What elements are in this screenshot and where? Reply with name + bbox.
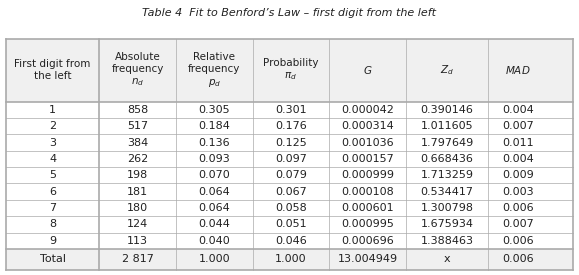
Text: Total: Total <box>39 254 65 264</box>
Text: 1.011605: 1.011605 <box>421 121 473 131</box>
Text: 0.097: 0.097 <box>275 154 307 164</box>
Text: 262: 262 <box>127 154 148 164</box>
Text: 198: 198 <box>127 170 148 180</box>
Text: 0.000157: 0.000157 <box>341 154 394 164</box>
Text: 13.004949: 13.004949 <box>338 254 398 264</box>
Text: 0.004: 0.004 <box>502 105 534 115</box>
Text: 0.079: 0.079 <box>275 170 307 180</box>
Text: 0.006: 0.006 <box>502 254 534 264</box>
Text: 0.003: 0.003 <box>502 187 534 197</box>
Text: 0.064: 0.064 <box>199 187 230 197</box>
Text: Absolute
frequency
$n_d$: Absolute frequency $n_d$ <box>112 52 164 89</box>
Text: 0.007: 0.007 <box>502 121 534 131</box>
Text: $G$: $G$ <box>363 64 372 76</box>
Text: 1.675934: 1.675934 <box>420 219 474 229</box>
Text: 0.136: 0.136 <box>199 138 230 148</box>
Text: 0.390146: 0.390146 <box>420 105 474 115</box>
Text: 9: 9 <box>49 236 56 246</box>
Text: Table 4  Fit to Benford’s Law – first digit from the left: Table 4 Fit to Benford’s Law – first dig… <box>142 8 437 18</box>
FancyBboxPatch shape <box>6 39 573 102</box>
Text: 0.040: 0.040 <box>199 236 230 246</box>
Text: x: x <box>444 254 450 264</box>
Text: 1: 1 <box>49 105 56 115</box>
Text: 0.093: 0.093 <box>199 154 230 164</box>
Text: 1.000: 1.000 <box>199 254 230 264</box>
Text: 0.305: 0.305 <box>199 105 230 115</box>
Text: 0.009: 0.009 <box>502 170 534 180</box>
Text: 0.046: 0.046 <box>275 236 307 246</box>
Text: Probability
$\pi_d$: Probability $\pi_d$ <box>263 58 318 82</box>
Text: 0.176: 0.176 <box>275 121 307 131</box>
Text: 0.007: 0.007 <box>502 219 534 229</box>
Text: 0.000108: 0.000108 <box>341 187 394 197</box>
Text: 1.713259: 1.713259 <box>420 170 474 180</box>
Text: 0.000995: 0.000995 <box>341 219 394 229</box>
Text: Relative
frequency
$p_d$: Relative frequency $p_d$ <box>188 52 240 89</box>
Text: 0.000696: 0.000696 <box>341 236 394 246</box>
Text: 1.300798: 1.300798 <box>420 203 474 213</box>
Text: 0.011: 0.011 <box>502 138 534 148</box>
Text: 0.184: 0.184 <box>199 121 230 131</box>
Text: 2: 2 <box>49 121 56 131</box>
Text: 1.000: 1.000 <box>275 254 307 264</box>
Text: 3: 3 <box>49 138 56 148</box>
Text: 0.534417: 0.534417 <box>420 187 474 197</box>
Text: $Z_d$: $Z_d$ <box>440 63 454 77</box>
Text: 1.388463: 1.388463 <box>420 236 474 246</box>
Text: 0.000314: 0.000314 <box>341 121 394 131</box>
Text: 4: 4 <box>49 154 56 164</box>
Text: 7: 7 <box>49 203 56 213</box>
Text: 0.006: 0.006 <box>502 236 534 246</box>
Text: 1.797649: 1.797649 <box>420 138 474 148</box>
Text: 384: 384 <box>127 138 148 148</box>
Text: 0.000601: 0.000601 <box>341 203 394 213</box>
Text: 0.004: 0.004 <box>502 154 534 164</box>
Text: 0.067: 0.067 <box>275 187 307 197</box>
Text: 181: 181 <box>127 187 148 197</box>
Text: 0.001036: 0.001036 <box>341 138 394 148</box>
Text: 0.006: 0.006 <box>502 203 534 213</box>
Text: 2 817: 2 817 <box>122 254 153 264</box>
Text: 517: 517 <box>127 121 148 131</box>
Text: 0.668436: 0.668436 <box>420 154 474 164</box>
Text: 113: 113 <box>127 236 148 246</box>
Text: 0.125: 0.125 <box>275 138 307 148</box>
Text: 5: 5 <box>49 170 56 180</box>
Text: 0.044: 0.044 <box>199 219 230 229</box>
Text: 8: 8 <box>49 219 56 229</box>
Text: 0.301: 0.301 <box>275 105 307 115</box>
Text: 0.058: 0.058 <box>275 203 307 213</box>
Text: 180: 180 <box>127 203 148 213</box>
Text: 0.064: 0.064 <box>199 203 230 213</box>
Text: First digit from
the left: First digit from the left <box>14 59 91 81</box>
FancyBboxPatch shape <box>6 249 573 270</box>
Text: 0.070: 0.070 <box>199 170 230 180</box>
Text: 0.000042: 0.000042 <box>341 105 394 115</box>
Text: 0.000999: 0.000999 <box>341 170 394 180</box>
Text: $MAD$: $MAD$ <box>505 64 531 76</box>
Text: 0.051: 0.051 <box>275 219 307 229</box>
Text: 858: 858 <box>127 105 148 115</box>
Text: 6: 6 <box>49 187 56 197</box>
Text: 124: 124 <box>127 219 148 229</box>
